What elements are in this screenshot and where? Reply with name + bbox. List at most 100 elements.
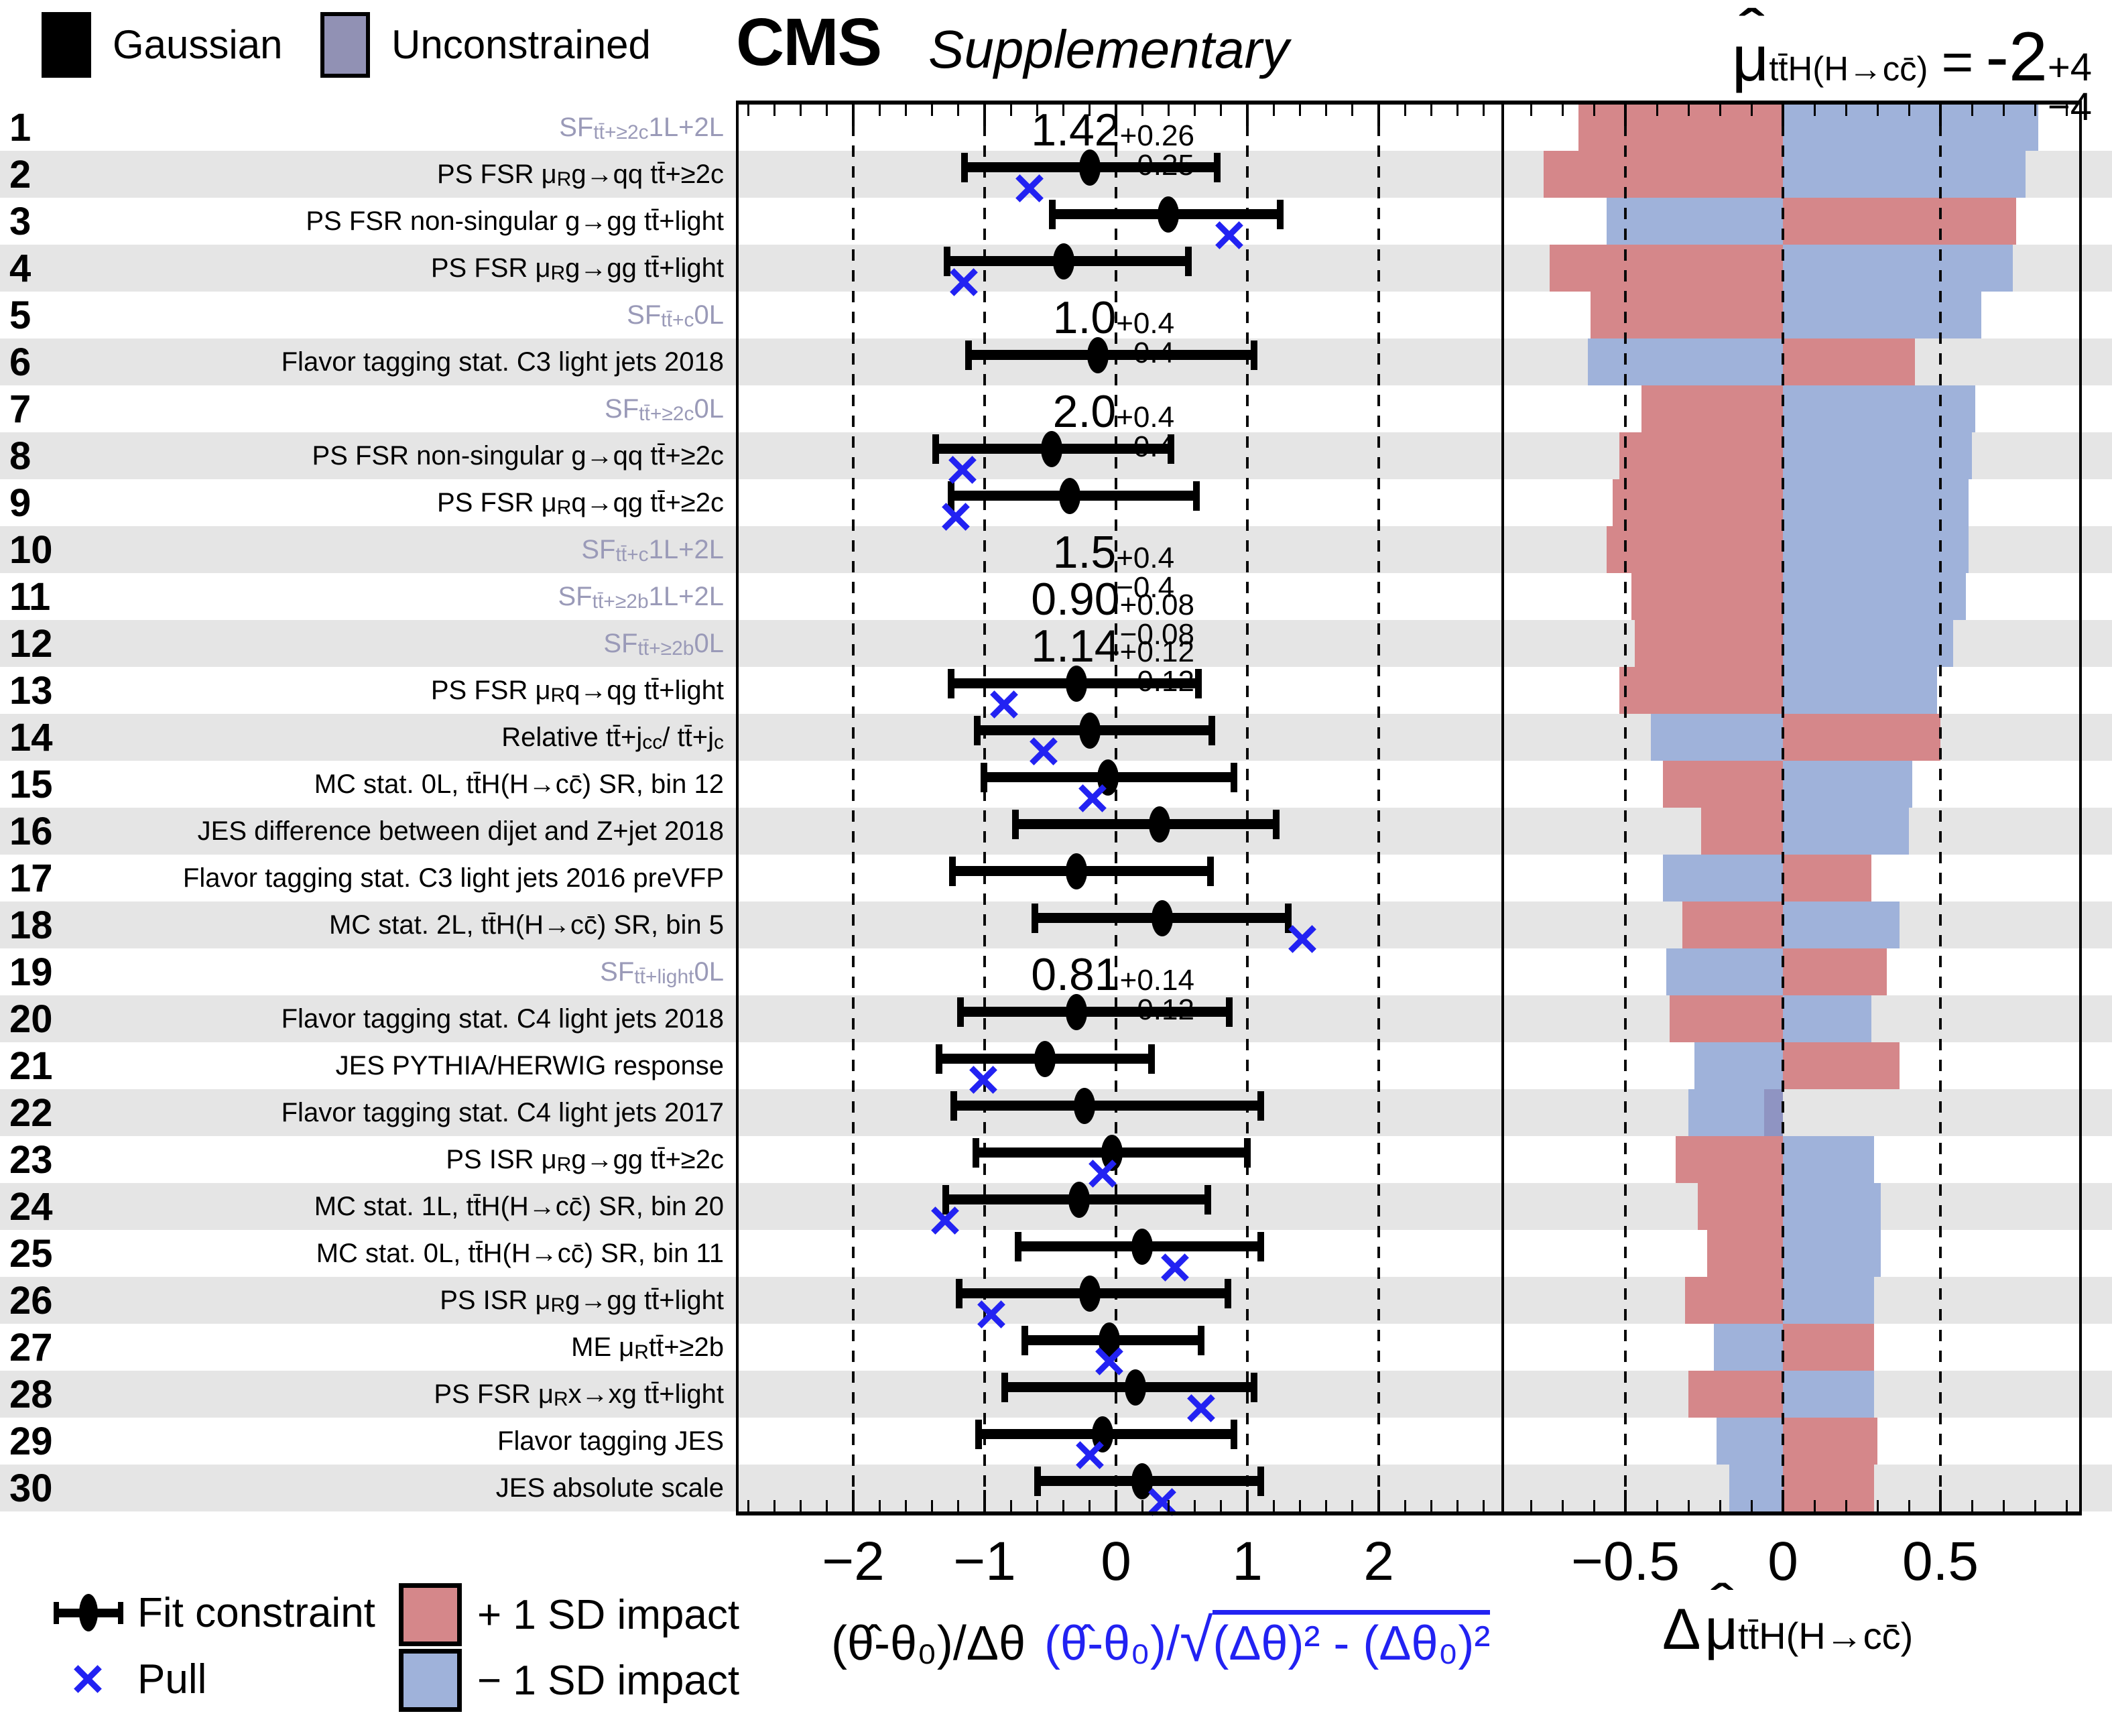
- pull-cap-high: [1224, 1279, 1231, 1308]
- axis-tick: [1062, 105, 1065, 116]
- impact-bar-minus: [1666, 948, 1783, 995]
- impact-bar-minus: [1650, 714, 1783, 761]
- pull-cap-low: [1001, 1373, 1009, 1402]
- pull-cap-low: [948, 669, 955, 698]
- impact-bar-minus: [1783, 245, 2013, 292]
- gaussian-swatch: [42, 12, 91, 78]
- impact-panel-right-border: [2079, 101, 2082, 1515]
- axis-tick: [1194, 105, 1196, 116]
- pull-cap-high: [1244, 1138, 1251, 1168]
- impact-bar-plus: [1635, 620, 1783, 667]
- axis-tick: [1813, 1500, 1816, 1511]
- axis-tick: [1404, 105, 1406, 116]
- impact-bar-plus: [1783, 1465, 1875, 1511]
- pull-cap-low: [955, 1279, 962, 1308]
- impact-bar-plus: [1783, 948, 1887, 995]
- pull-tick-label: 2: [1363, 1531, 1394, 1592]
- row-label: SF tt̄+≥2b 0L: [603, 628, 724, 660]
- plus-impact-swatch: [399, 1583, 462, 1646]
- row-label: SF tt̄+≥2b 1L+2L: [558, 581, 725, 613]
- impact-gridline: [1782, 104, 1784, 1511]
- pull-center-dot: [1151, 900, 1173, 936]
- row-number: 29: [9, 1419, 53, 1463]
- impact-bar-plus: [1663, 761, 1783, 808]
- mu-hat-symbol: μ: [1732, 22, 1769, 96]
- impact-bar-plus: [1591, 292, 1783, 338]
- axis-tick: [1246, 105, 1249, 126]
- pull-legend-label: Pull: [137, 1656, 207, 1702]
- axis-tick: [2065, 1500, 2068, 1511]
- axis-tick: [826, 1500, 828, 1511]
- pull-cap-high: [1257, 1232, 1264, 1261]
- axis-tick: [852, 105, 855, 126]
- pull-x-marker: [948, 267, 979, 298]
- row-number: 23: [9, 1137, 53, 1182]
- axis-tick: [1272, 1500, 1275, 1511]
- impact-bar-plus: [1682, 902, 1783, 948]
- impact-bar-minus: [1606, 198, 1783, 245]
- axis-tick: [1939, 1490, 1942, 1511]
- pull-center-dot: [1078, 1276, 1101, 1312]
- row-number: 26: [9, 1278, 53, 1322]
- row-number: 30: [9, 1466, 53, 1510]
- impact-bar-plus: [1698, 1183, 1783, 1230]
- pull-gridline: [1115, 104, 1117, 1511]
- pull-panel-left-border: [736, 101, 739, 1515]
- axis-tick: [957, 105, 960, 116]
- row-label: Relative tt̄+j cc / tt̄+j c: [501, 722, 724, 753]
- row-label: PS FSR non-singular g→qq tt̄+≥2c: [312, 440, 724, 471]
- impact-bar-minus: [1717, 1418, 1783, 1465]
- pull-cap-low: [948, 481, 955, 511]
- row-label: Flavor tagging stat. C4 light jets 2017: [281, 1097, 724, 1127]
- sf-value-number: 1.0: [1052, 292, 1117, 343]
- axis-tick: [1325, 105, 1328, 116]
- axis-tick: [2065, 105, 2068, 116]
- axis-tick: [1782, 105, 1784, 126]
- impact-bar-minus: [1783, 1371, 1875, 1418]
- impact-bar-minus: [1713, 1324, 1783, 1371]
- pull-axis-title: (θ̂-θ₀)/Δθ (θ̂-θ₀)/√ (Δθ)² - (Δθ₀)²: [831, 1605, 1491, 1674]
- axis-tick: [1939, 105, 1942, 126]
- axis-tick: [852, 1490, 855, 1511]
- row-number: 13: [9, 668, 53, 712]
- row-label: Flavor tagging JES: [497, 1426, 724, 1456]
- axis-tick: [773, 105, 775, 116]
- sf-value-number: 0.90: [1031, 574, 1120, 625]
- axis-tick: [1351, 1500, 1354, 1511]
- pull-axis-blue-prefix: (θ̂-θ₀)/: [1044, 1617, 1180, 1670]
- pull-gridline: [1246, 104, 1249, 1511]
- pull-cap-high: [1273, 810, 1280, 839]
- pull-cap-low: [973, 1138, 980, 1168]
- row-number: 5: [9, 293, 32, 337]
- pull-cap-high: [1250, 1373, 1257, 1402]
- pull-center-dot: [1066, 666, 1088, 702]
- gaussian-label: Gaussian: [113, 22, 283, 67]
- impact-bar-minus: [1783, 573, 1966, 620]
- axis-tick: [1782, 1490, 1784, 1511]
- pull-cap-low: [974, 716, 981, 745]
- impact-bar-overlap: [1763, 1089, 1783, 1136]
- pull-cap-high: [1195, 669, 1202, 698]
- axis-tick: [1530, 1500, 1532, 1511]
- pull-x-marker: [940, 501, 971, 532]
- pull-x-marker: [1287, 924, 1318, 954]
- pull-center-dot: [1040, 431, 1062, 467]
- pull-x-marker: [930, 1205, 960, 1236]
- row-number: 4: [9, 246, 32, 290]
- axis-tick: [1141, 1500, 1143, 1511]
- impact-tick-label: −0.5: [1571, 1531, 1680, 1592]
- impact-bar-minus: [1783, 1277, 1875, 1324]
- row-label: SF tt̄+c 0L: [627, 300, 724, 331]
- axis-tick: [1750, 1500, 1753, 1511]
- sf-value-up: +0.4: [1116, 401, 1175, 434]
- pull-cap-high: [1225, 997, 1233, 1027]
- row-label: SF tt̄+light 0L: [600, 956, 724, 988]
- row-label: MC stat. 0L, tt̄H(H→cc̄) SR, bin 11: [316, 1238, 724, 1268]
- pull-cap-low: [956, 997, 964, 1027]
- row-label: MC stat. 1L, tt̄H(H→cc̄) SR, bin 20: [314, 1191, 724, 1221]
- axis-tick: [1089, 1500, 1091, 1511]
- axis-tick: [1530, 105, 1532, 116]
- pull-cap-high: [1257, 1091, 1264, 1121]
- axis-tick: [957, 1500, 960, 1511]
